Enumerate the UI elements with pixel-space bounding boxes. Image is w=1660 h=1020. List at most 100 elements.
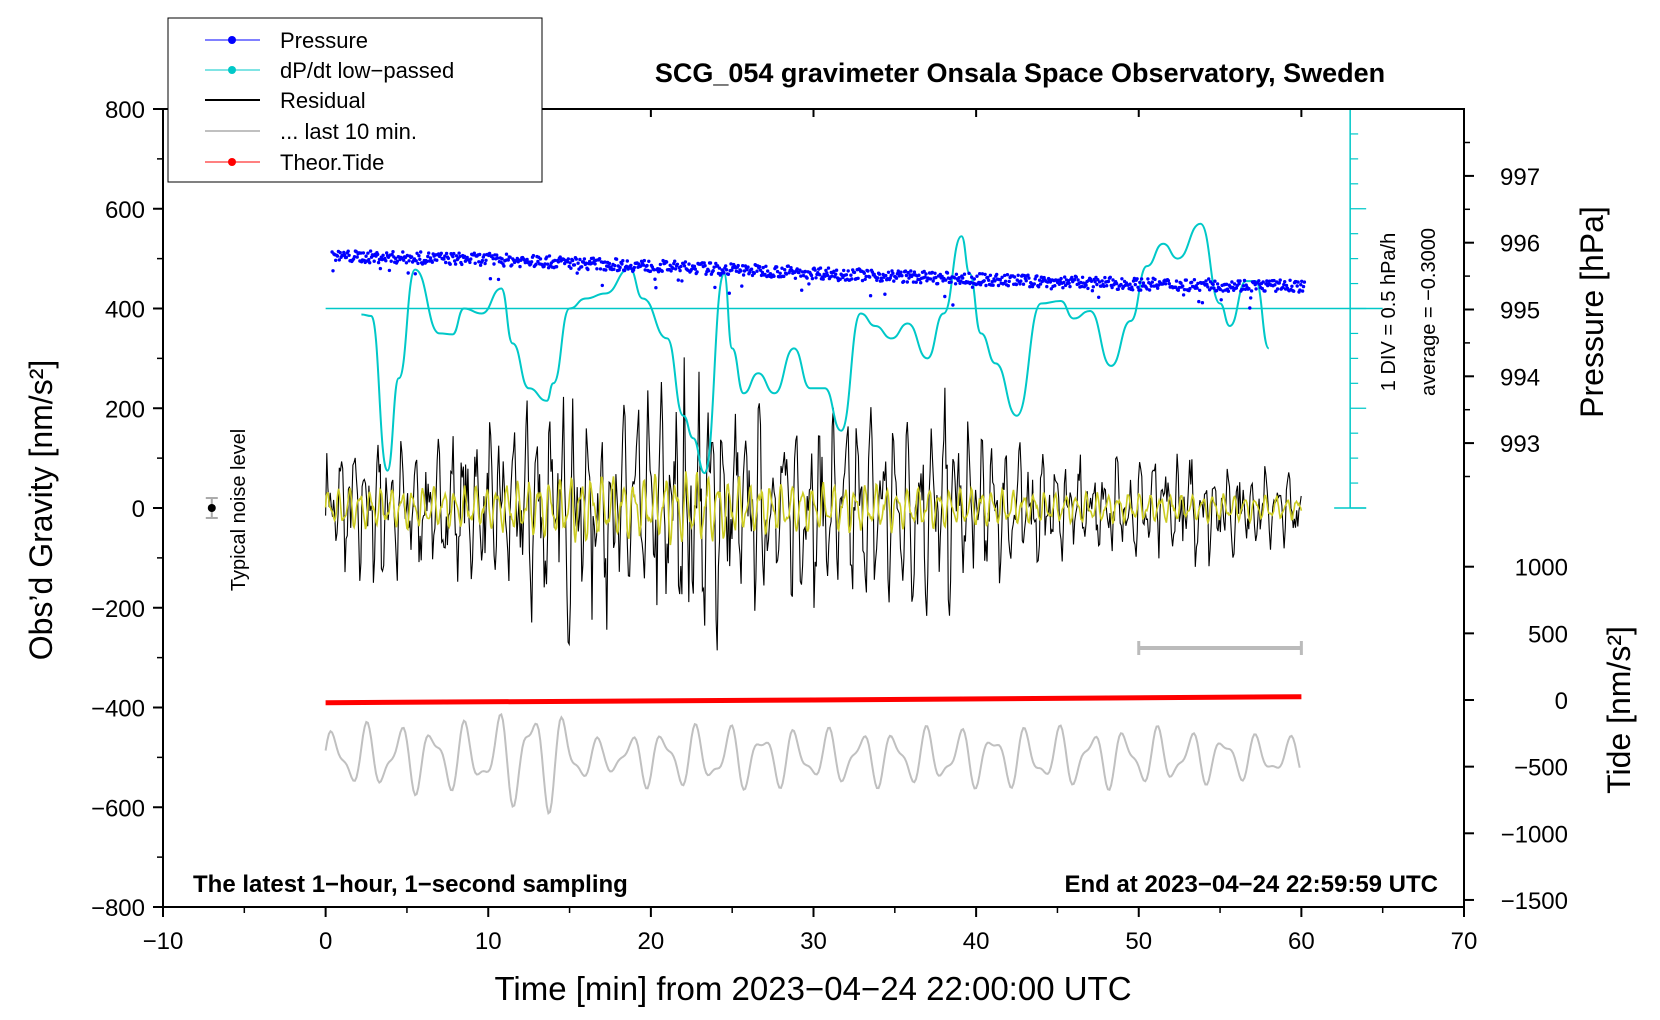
pressure-point bbox=[622, 268, 627, 273]
pressure-point bbox=[772, 274, 776, 278]
pressure-point bbox=[803, 269, 807, 274]
pressure-point bbox=[604, 268, 608, 272]
pressure-point bbox=[1221, 289, 1225, 293]
pressure-point bbox=[1237, 282, 1241, 286]
pressure-point bbox=[730, 268, 734, 272]
pressure-point bbox=[868, 294, 873, 298]
pressure-point bbox=[832, 269, 836, 273]
pressure-point bbox=[458, 254, 462, 259]
pressure-point bbox=[1116, 287, 1121, 291]
pressure-point bbox=[1021, 282, 1026, 286]
pressure-point bbox=[1000, 275, 1004, 279]
pressure-point bbox=[442, 257, 446, 261]
pressure-point bbox=[813, 268, 817, 272]
pressure-point bbox=[1133, 282, 1138, 287]
pressure-point bbox=[707, 269, 711, 273]
legend-residual-label: Residual bbox=[280, 88, 366, 113]
pressure-point bbox=[385, 251, 389, 255]
pressure-point bbox=[1019, 279, 1023, 283]
pressure-point bbox=[612, 267, 616, 271]
pressure-point bbox=[1248, 306, 1252, 310]
y-tick-label: 600 bbox=[105, 197, 145, 224]
pressure-point bbox=[482, 253, 486, 257]
pressure-point bbox=[1105, 284, 1109, 288]
pressure-point bbox=[949, 280, 953, 284]
pressure-tick-label: 994 bbox=[1500, 364, 1540, 391]
pressure-point bbox=[1167, 282, 1172, 286]
pressure-point bbox=[1177, 285, 1181, 290]
pressure-point bbox=[1206, 285, 1210, 289]
pressure-point bbox=[736, 263, 740, 268]
pressure-point bbox=[956, 278, 960, 283]
pressure-point bbox=[480, 258, 485, 263]
pressure-point bbox=[990, 280, 994, 284]
pressure-point bbox=[1252, 280, 1257, 284]
pressure-point bbox=[435, 258, 439, 262]
pressure-point bbox=[852, 270, 857, 275]
pressure-point bbox=[1091, 285, 1096, 289]
pressure-point bbox=[1284, 283, 1289, 288]
pressure-point bbox=[1070, 275, 1074, 280]
pressure-point bbox=[1242, 278, 1247, 283]
pressure-point bbox=[407, 259, 411, 263]
pressure-point bbox=[545, 255, 549, 259]
noise-marker bbox=[207, 504, 216, 512]
pressure-point bbox=[430, 260, 434, 264]
pressure-point bbox=[673, 259, 677, 263]
pressure-point bbox=[547, 254, 552, 258]
legend-entry-tide: Theor.Tide bbox=[205, 150, 384, 175]
pressure-point bbox=[1110, 285, 1114, 290]
tide-tick-label: −1500 bbox=[1501, 888, 1568, 915]
pressure-point bbox=[900, 274, 904, 278]
pressure-point bbox=[692, 264, 697, 268]
pressure-point bbox=[944, 278, 948, 282]
pressure-point bbox=[789, 266, 793, 270]
x-tick-label: 20 bbox=[638, 928, 665, 955]
pressure-point bbox=[669, 269, 673, 273]
x-tick-label: 0 bbox=[319, 928, 332, 955]
pressure-point bbox=[695, 270, 699, 274]
bottom-left-note: The latest 1−hour, 1−second sampling bbox=[193, 871, 628, 898]
dpdt-line bbox=[361, 222, 1270, 475]
pressure-point bbox=[1097, 295, 1101, 299]
pressure-point bbox=[888, 276, 892, 280]
pressure-point bbox=[425, 259, 429, 264]
pressure-point bbox=[1181, 284, 1185, 288]
pressure-point bbox=[1176, 288, 1181, 292]
pressure-point bbox=[1181, 293, 1186, 297]
pressure-point bbox=[1272, 278, 1276, 283]
pressure-point bbox=[886, 270, 891, 274]
pressure-point bbox=[1249, 296, 1253, 300]
pressure-point bbox=[1247, 287, 1251, 291]
pressure-point bbox=[880, 279, 884, 283]
pressure-point bbox=[572, 263, 577, 267]
pressure-point bbox=[446, 256, 451, 261]
pressure-point bbox=[906, 270, 910, 275]
pressure-point bbox=[347, 253, 351, 257]
pressure-point bbox=[1146, 277, 1150, 281]
pressure-tick-label: 996 bbox=[1500, 231, 1540, 258]
pressure-point bbox=[1111, 278, 1115, 282]
pressure-point bbox=[734, 269, 739, 273]
pressure-point bbox=[860, 278, 865, 283]
pressure-point bbox=[922, 269, 926, 274]
pressure-point bbox=[724, 268, 729, 272]
y-tick-label: −200 bbox=[91, 596, 145, 623]
pressure-point bbox=[904, 273, 909, 278]
pressure-point bbox=[1139, 277, 1144, 281]
pressure-point bbox=[405, 253, 409, 258]
pressure-point bbox=[877, 272, 882, 276]
pressure-point bbox=[352, 255, 357, 259]
pressure-point bbox=[967, 271, 971, 275]
pressure-point bbox=[826, 266, 831, 270]
average-label: average = −0.3000 bbox=[1418, 228, 1440, 396]
pressure-point bbox=[376, 260, 381, 265]
noise-level-label: Typical noise level bbox=[228, 429, 250, 591]
pressure-point bbox=[1136, 285, 1140, 289]
pressure-point bbox=[801, 273, 806, 278]
pressure-point bbox=[998, 278, 1002, 282]
pressure-point bbox=[823, 274, 827, 278]
pressure-point bbox=[959, 279, 963, 283]
pressure-point bbox=[1100, 279, 1104, 283]
pressure-point bbox=[759, 273, 764, 278]
